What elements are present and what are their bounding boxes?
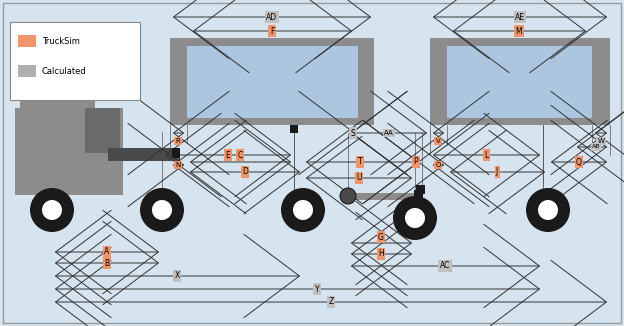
- Text: O: O: [436, 162, 441, 168]
- Text: H: H: [378, 249, 384, 259]
- Circle shape: [42, 200, 62, 220]
- Circle shape: [393, 196, 437, 240]
- Bar: [416, 185, 425, 194]
- Text: AA: AA: [384, 130, 394, 136]
- Text: D: D: [242, 168, 248, 176]
- Text: J: J: [496, 168, 498, 176]
- Bar: [172, 148, 180, 158]
- Circle shape: [340, 188, 356, 204]
- Circle shape: [293, 200, 313, 220]
- Text: G: G: [378, 232, 384, 242]
- Text: E: E: [226, 151, 230, 159]
- Text: TruckSim: TruckSim: [42, 37, 80, 46]
- Bar: [170, 38, 374, 125]
- Text: B: B: [104, 259, 110, 268]
- Text: Y: Y: [314, 285, 319, 293]
- Bar: [18, 65, 36, 77]
- Circle shape: [526, 188, 570, 232]
- Text: X: X: [174, 272, 180, 280]
- Bar: [10, 22, 140, 100]
- Circle shape: [538, 200, 558, 220]
- Text: U: U: [356, 173, 362, 183]
- Bar: [187, 46, 358, 118]
- Text: Calculated: Calculated: [42, 67, 87, 76]
- Circle shape: [140, 188, 184, 232]
- Text: R: R: [175, 138, 180, 144]
- Text: Q: Q: [576, 157, 582, 167]
- Bar: [20, 93, 95, 113]
- Bar: [18, 35, 36, 47]
- Text: V: V: [436, 138, 441, 144]
- Text: A: A: [104, 247, 110, 257]
- Text: Z: Z: [328, 298, 334, 306]
- Bar: [108, 148, 180, 161]
- Circle shape: [405, 208, 425, 228]
- Bar: [85, 108, 120, 153]
- Text: M: M: [515, 26, 522, 36]
- Bar: [290, 125, 298, 133]
- Bar: [430, 38, 610, 125]
- Text: AD: AD: [266, 12, 278, 22]
- Text: AE: AE: [515, 12, 525, 22]
- Circle shape: [281, 188, 325, 232]
- Text: P: P: [414, 157, 418, 167]
- Text: N: N: [175, 162, 180, 168]
- Text: C: C: [237, 151, 243, 159]
- Bar: [414, 190, 423, 199]
- Text: L: L: [484, 151, 488, 159]
- Text: S: S: [351, 128, 356, 138]
- Bar: [15, 108, 123, 195]
- Bar: [447, 46, 592, 118]
- Circle shape: [152, 200, 172, 220]
- Text: W: W: [598, 138, 605, 144]
- Circle shape: [30, 188, 74, 232]
- Text: AC: AC: [440, 261, 450, 271]
- Text: F: F: [270, 26, 274, 36]
- Text: AB: AB: [592, 144, 600, 150]
- Text: T: T: [358, 157, 363, 167]
